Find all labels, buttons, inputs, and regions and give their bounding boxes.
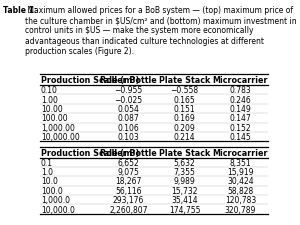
Text: 0.152: 0.152 <box>230 123 251 132</box>
Text: 10.0: 10.0 <box>41 177 58 186</box>
Text: 0.151: 0.151 <box>174 104 195 113</box>
Text: Plate Stack: Plate Stack <box>159 148 210 157</box>
Text: 9,989: 9,989 <box>174 177 195 186</box>
Text: 120,783: 120,783 <box>225 196 256 204</box>
Text: 2,260,807: 2,260,807 <box>110 205 148 214</box>
Text: 9,075: 9,075 <box>118 167 140 176</box>
Text: −0.558: −0.558 <box>170 86 199 95</box>
Text: 293,176: 293,176 <box>113 196 144 204</box>
Text: 18,267: 18,267 <box>116 177 142 186</box>
Text: 1.00: 1.00 <box>41 95 58 104</box>
Text: 1,000.0: 1,000.0 <box>41 196 70 204</box>
Text: 0.169: 0.169 <box>174 114 195 123</box>
Text: 0.103: 0.103 <box>118 133 140 142</box>
Text: 174,755: 174,755 <box>169 205 200 214</box>
Text: 0.147: 0.147 <box>230 114 251 123</box>
Text: 15,919: 15,919 <box>227 167 254 176</box>
Text: 8,351: 8,351 <box>230 158 251 167</box>
Text: 6,652: 6,652 <box>118 158 140 167</box>
Text: 0.145: 0.145 <box>230 133 251 142</box>
Text: −0.955: −0.955 <box>115 86 143 95</box>
Text: 58,828: 58,828 <box>227 186 254 195</box>
Text: 0.106: 0.106 <box>118 123 140 132</box>
Text: 0.1: 0.1 <box>41 158 53 167</box>
Text: 30,424: 30,424 <box>227 177 254 186</box>
Text: 0.087: 0.087 <box>118 114 140 123</box>
Text: Microcarrier: Microcarrier <box>213 76 268 85</box>
Text: −0.025: −0.025 <box>115 95 143 104</box>
Text: 320,789: 320,789 <box>225 205 256 214</box>
Text: 15,732: 15,732 <box>171 186 198 195</box>
Text: 0.214: 0.214 <box>174 133 195 142</box>
Text: 100.00: 100.00 <box>41 114 68 123</box>
Text: 0.054: 0.054 <box>118 104 140 113</box>
Text: Microcarrier: Microcarrier <box>213 148 268 157</box>
Text: Roller Bottle: Roller Bottle <box>100 148 157 157</box>
Text: 56,116: 56,116 <box>116 186 142 195</box>
Text: 1,000.00: 1,000.00 <box>41 123 75 132</box>
Text: 100.0: 100.0 <box>41 186 63 195</box>
Text: Table 1:: Table 1: <box>3 6 37 15</box>
Text: 5,632: 5,632 <box>174 158 195 167</box>
Text: 0.783: 0.783 <box>230 86 251 95</box>
Text: 7,355: 7,355 <box>174 167 195 176</box>
Text: Production Scale (m²): Production Scale (m²) <box>41 76 140 85</box>
Text: 10.00: 10.00 <box>41 104 63 113</box>
Text: Plate Stack: Plate Stack <box>159 76 210 85</box>
Text: 10,000.0: 10,000.0 <box>41 205 75 214</box>
Text: Maximum allowed prices for a BoB system — (top) maximum price of the culture cha: Maximum allowed prices for a BoB system … <box>25 6 296 56</box>
Text: 0.149: 0.149 <box>230 104 251 113</box>
Text: 35,414: 35,414 <box>171 196 198 204</box>
Text: 0.165: 0.165 <box>174 95 195 104</box>
Text: 0.209: 0.209 <box>174 123 195 132</box>
Text: 0.10: 0.10 <box>41 86 58 95</box>
Text: 0.246: 0.246 <box>230 95 251 104</box>
Text: Roller Bottle: Roller Bottle <box>100 76 157 85</box>
Text: 1.0: 1.0 <box>41 167 53 176</box>
Text: 10,000.00: 10,000.00 <box>41 133 80 142</box>
Text: Production Scale (m²): Production Scale (m²) <box>41 148 140 157</box>
